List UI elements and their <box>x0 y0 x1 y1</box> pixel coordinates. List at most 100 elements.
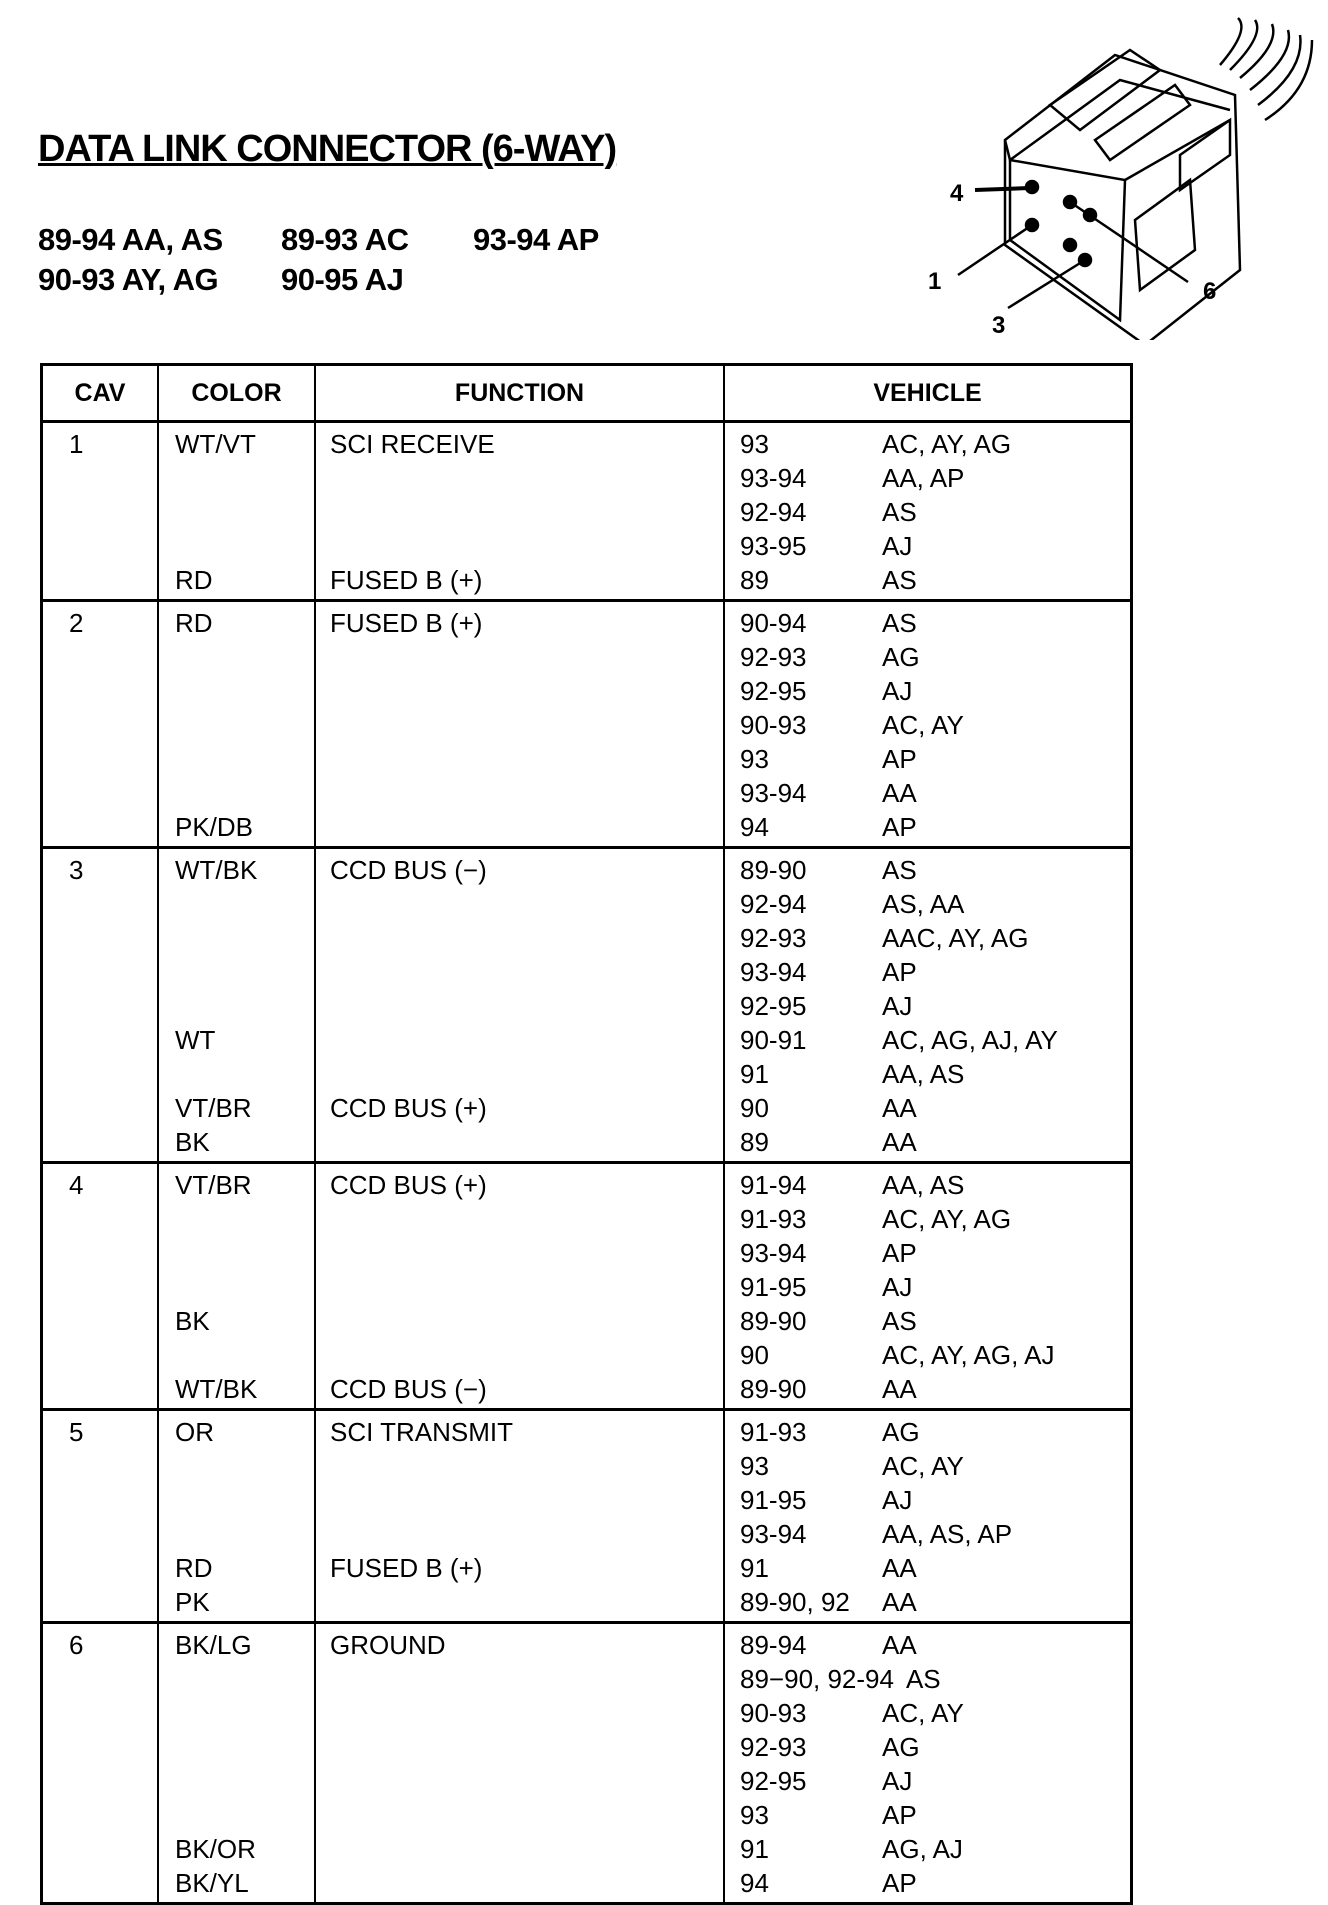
vehicle-line: 89-90, 92 AA <box>725 1585 1130 1619</box>
model-years: 89-90 <box>740 1374 807 1404</box>
model-years: 93 <box>740 1451 769 1481</box>
function-cell: SCI TRANSMIT FUSED B (+) <box>316 1411 725 1621</box>
circuit-function: FUSED B (+) <box>330 565 483 595</box>
vehicle-models: AJ <box>882 1766 913 1796</box>
wire-color: WT/BK <box>175 1374 258 1404</box>
vehicle-models: AG, AJ <box>882 1834 963 1864</box>
wire-color <box>159 921 314 955</box>
cavity-cell: 2 <box>43 602 159 846</box>
vehicle-line: 91-95 AJ <box>725 1483 1130 1517</box>
wire-color <box>159 1270 314 1304</box>
application-3: 93-94 AP <box>473 222 599 257</box>
model-years: 93-94 <box>740 1238 807 1268</box>
function-cell: CCD BUS (−) CCD BUS (+) <box>316 849 725 1161</box>
vehicle-line: 93-95 AJ <box>725 529 1130 563</box>
model-years: 93 <box>740 429 769 459</box>
vehicle-models: AP <box>882 1800 917 1830</box>
pin-label-6: 6 <box>1203 278 1217 305</box>
color-cell: OR RD PK <box>159 1411 316 1621</box>
color-cell: WT/BK WT VT/BR BK <box>159 849 316 1161</box>
circuit-function <box>316 1730 723 1764</box>
table-row: 1 WT/VT RD SCI RECEIVE FUSED B (+) 93 AC, AY, … <box>43 423 1130 602</box>
wires <box>1219 17 1314 122</box>
vehicle-models: AS <box>882 1306 917 1336</box>
model-years: 91-93 <box>740 1204 807 1234</box>
cavity-number: 1 <box>69 429 84 459</box>
model-years: 91-93 <box>740 1417 807 1447</box>
function-cell: SCI RECEIVE FUSED B (+) <box>316 423 725 599</box>
wire-color <box>159 742 314 776</box>
model-years: 89 <box>740 565 769 595</box>
model-years: 89−90, 92-94 <box>740 1664 894 1694</box>
vehicle-models: AA, AS, AP <box>882 1519 1013 1549</box>
cavity-number: 3 <box>69 855 84 885</box>
table-row: 4 VT/BR BK WT/BK CCD BUS (+) CCD BUS (−) 91-94… <box>43 1164 1130 1411</box>
model-years: 91 <box>740 1834 769 1864</box>
circuit-function <box>316 1125 723 1159</box>
vehicle-line: 91 AA <box>725 1551 1130 1585</box>
vehicle-line: 93 AC, AY <box>725 1449 1130 1483</box>
connector-body <box>1003 53 1242 340</box>
wire-color <box>159 776 314 810</box>
vehicle-models: AA <box>882 1553 917 1583</box>
circuit-function: CCD BUS (+) <box>330 1093 487 1123</box>
table-row: 6 BK/LG BK/OR BK/YL GROUND 89-94 AA 89−90, 92-9… <box>43 1624 1130 1902</box>
vehicle-models: AG <box>882 642 920 672</box>
wire-color <box>159 1057 314 1091</box>
header-color: COLOR <box>159 366 316 420</box>
vehicle-models: AS <box>882 565 917 595</box>
wire-color: VT/BR <box>175 1170 252 1200</box>
application-5: 90-95 AJ <box>281 262 404 297</box>
circuit-function: CCD BUS (−) <box>330 855 487 885</box>
pin-label-1: 1 <box>928 268 942 295</box>
model-years: 91 <box>740 1059 769 1089</box>
wire-color <box>159 708 314 742</box>
model-years: 89-90 <box>740 855 807 885</box>
circuit-function <box>316 887 723 921</box>
model-years: 89-90, 92 <box>740 1587 850 1617</box>
wire-color <box>159 1696 314 1730</box>
vehicle-models: AC, AY, AG, AJ <box>882 1340 1055 1370</box>
header-vehicle: VEHICLE <box>873 378 982 407</box>
application-1: 89-94 AA, AS <box>38 222 223 257</box>
circuit-function <box>316 921 723 955</box>
vehicle-models: AC, AY, AG <box>882 429 1012 459</box>
vehicle-line: 89 AA <box>725 1125 1130 1159</box>
vehicle-line: 93-94 AP <box>725 955 1130 989</box>
model-years: 93-95 <box>740 531 807 561</box>
pin-label-4: 4 <box>950 180 964 207</box>
wire-color <box>159 1202 314 1236</box>
vehicle-line: 93-94 AA, AP <box>725 461 1130 495</box>
wire-color <box>159 1338 314 1372</box>
wire-color <box>159 1798 314 1832</box>
cavity-cell: 4 <box>43 1164 159 1408</box>
color-cell: RD PK/DB <box>159 602 316 846</box>
model-years: 89-90 <box>740 1306 807 1336</box>
diagram-title: DATA LINK CONNECTOR (6-WAY) <box>38 128 617 170</box>
function-cell: GROUND <box>316 1624 725 1902</box>
circuit-function: SCI TRANSMIT <box>330 1417 513 1447</box>
vehicle-line: 93-94 AP <box>725 1236 1130 1270</box>
model-years: 91-94 <box>740 1170 807 1200</box>
vehicle-line: 93 AC, AY, AG <box>725 427 1130 461</box>
vehicle-models: AJ <box>882 531 913 561</box>
circuit-function: FUSED B (+) <box>330 1553 483 1583</box>
vehicle-models: AS <box>882 497 917 527</box>
circuit-function <box>316 1483 723 1517</box>
model-years: 93-94 <box>740 1519 807 1549</box>
vehicle-line: 92-95 AJ <box>725 1764 1130 1798</box>
model-years: 92-95 <box>740 1766 807 1796</box>
vehicle-line: 92-95 AJ <box>725 674 1130 708</box>
wire-color <box>159 1449 314 1483</box>
wire-color: VT/BR <box>175 1093 252 1123</box>
model-years: 90 <box>740 1340 769 1370</box>
function-cell: CCD BUS (+) CCD BUS (−) <box>316 1164 725 1408</box>
vehicle-line: 90 AA <box>725 1091 1130 1125</box>
circuit-function <box>316 1449 723 1483</box>
vehicle-models: AJ <box>882 991 913 1021</box>
vehicle-line: 90 AC, AY, AG, AJ <box>725 1338 1130 1372</box>
cavity-cell: 6 <box>43 1624 159 1902</box>
vehicle-line: 93-94 AA <box>725 776 1130 810</box>
model-years: 92-93 <box>740 923 807 953</box>
circuit-function <box>316 955 723 989</box>
